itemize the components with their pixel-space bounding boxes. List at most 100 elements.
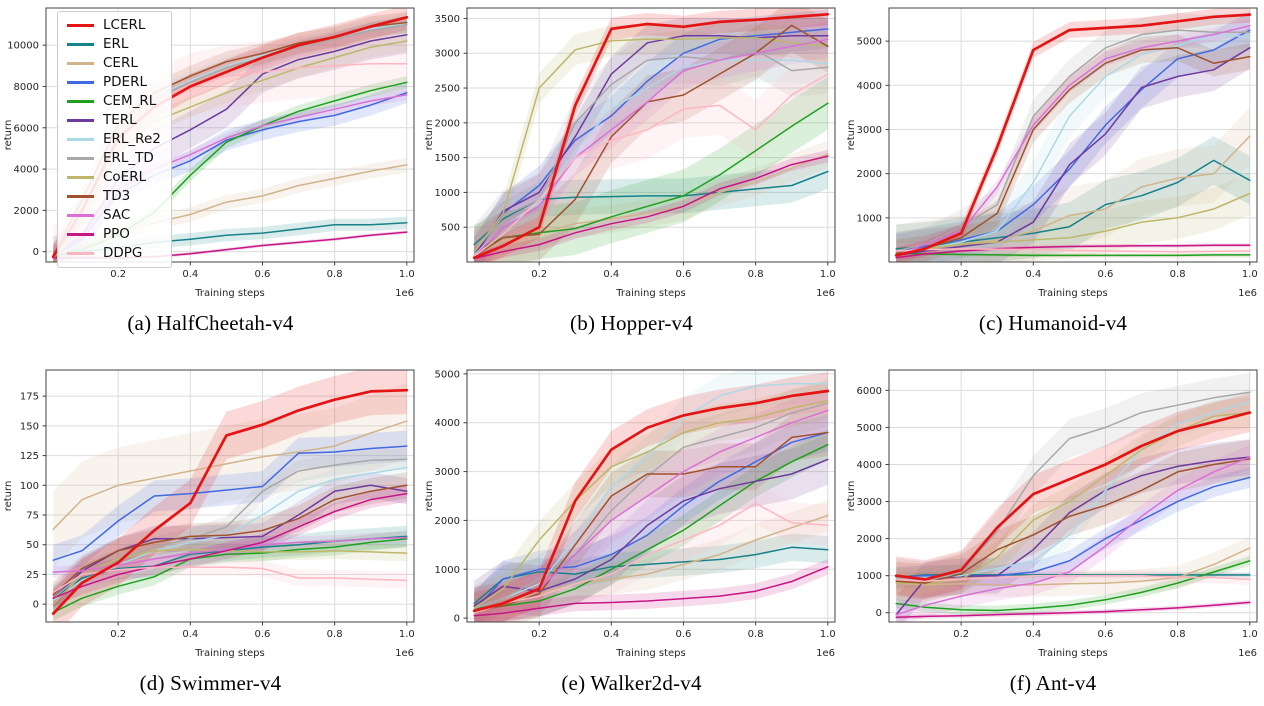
erl-td-line-swatch [67,157,94,160]
gridlines [467,8,835,262]
pderl-line-swatch [67,81,94,84]
band-ERL_TD [53,448,407,609]
caption-hopper: (b) Hopper-v4 [570,311,693,335]
line-ERL_TD [894,29,1251,252]
svg-text:0.8: 0.8 [1169,629,1185,640]
svg-text:0.4: 0.4 [1025,629,1041,640]
legend-entry-terl: TERL [67,111,161,130]
line-LCERL [51,388,409,616]
x-axis-label: Training steps [1037,648,1107,659]
x-axis-label: Training steps [615,288,685,299]
svg-text:2000: 2000 [435,118,460,129]
line-CEM_RL [52,538,408,614]
subplot-ant: 0.2 0.4 0.6 0.8 1.0 0 1000 2000 3000 4000 5000 6000… [842,342,1264,706]
line-LCERL [894,411,1251,581]
legend-label: LCERL [103,17,146,33]
line-ERL [473,546,829,605]
line-SAC [52,536,408,573]
svg-text:0.6: 0.6 [1097,269,1113,280]
svg-text:100: 100 [20,481,39,492]
legend-entry-td3: TD3 [67,187,161,206]
y-axis-label: return [3,481,14,512]
svg-text:175: 175 [20,392,39,403]
plot-area-walker2d: 0.2 0.4 0.6 0.8 1.0 0 1000 2000 3000 4000 5000 Trai… [421,352,842,662]
svg-text:4000: 4000 [856,81,881,92]
band-TD3 [53,12,407,262]
svg-text:0.4: 0.4 [182,629,198,640]
svg-text:0.2: 0.2 [531,629,547,640]
line-LCERL [894,13,1251,257]
subplot-halfcheetah: 0.2 0.4 0.6 0.8 1.0 0 2000 4000 6000 8000 10000 Tra… [0,0,421,342]
axis-ticks: 0.2 0.4 0.6 0.8 1.0 0 1000 2000 3000 4000 5000 6000 [856,386,1257,640]
band-CEM_RL [474,76,828,262]
svg-text:0.6: 0.6 [676,629,692,640]
caption-walker2d: (e) Walker2d-v4 [561,671,702,695]
band-PDERL [895,11,1250,262]
subplot-swimmer: 0.2 0.4 0.6 0.8 1.0 0 25 50 75 100 125 150 175 Traini… [0,342,421,706]
legend-label: ERL_Re2 [103,131,161,147]
plot-border [45,7,415,263]
svg-text:10000: 10000 [7,41,39,52]
confidence-bands [895,373,1250,622]
ddpg-line-swatch [67,252,94,255]
legend-label: PPO [103,226,130,242]
svg-text:0.2: 0.2 [953,269,969,280]
svg-text:0.6: 0.6 [255,629,271,640]
band-ERL_Re2 [895,13,1250,262]
x-axis-label: Training steps [194,288,264,299]
y-axis-label: return [846,481,857,512]
plot-border [888,7,1257,263]
band-CERL [53,157,407,262]
line-PPO [894,601,1251,618]
plot-border [466,369,836,623]
svg-text:0.8: 0.8 [1169,269,1185,280]
line-DDPG [473,502,829,614]
legend-entry-ddpg: DDPG [67,244,161,263]
subplot-humanoid: 0.2 0.4 0.6 0.8 1.0 1000 2000 3000 4000 5000 Train… [842,0,1264,342]
legend-box: LCERL ERL CERL PDERL CEM_RL TERL ERL_Re2… [57,11,172,268]
svg-text:0.8: 0.8 [748,269,764,280]
line-PDERL [473,431,829,612]
subplot-hopper: 0.2 0.4 0.6 0.8 1.0 500 1000 1500 2000 2500 3000 35… [421,0,842,342]
series-lines [894,13,1251,259]
band-PPO [895,243,1250,260]
band-PPO [474,559,828,622]
line-DDPG [52,566,408,594]
terl-line-swatch [67,119,94,122]
caption-halfcheetah: (a) HalfCheetah-v4 [127,311,294,335]
line-PDERL [52,445,408,561]
svg-text:0.2: 0.2 [110,629,126,640]
svg-text:2000: 2000 [856,169,881,180]
line-ERL_Re2 [894,33,1251,254]
band-CERL [895,536,1250,597]
ppo-line-swatch [67,233,94,236]
svg-text:2000: 2000 [435,516,460,527]
legend-entry-pderl: PDERL [67,73,161,92]
svg-text:3000: 3000 [435,467,460,478]
svg-text:4000: 4000 [856,460,881,471]
series-lines [51,388,409,616]
band-CEM_RL [474,429,828,622]
band-PDERL [53,82,407,262]
svg-text:125: 125 [20,451,39,462]
svg-text:25: 25 [26,570,39,581]
lcerl-line-swatch [67,23,94,28]
series-lines [472,382,830,617]
coerl-line-swatch [67,176,94,179]
svg-text:6000: 6000 [14,123,39,134]
svg-text:500: 500 [441,223,460,234]
chart-canvas-humanoid: 0.2 0.4 0.6 0.8 1.0 1000 2000 3000 4000 5000 Train… [846,7,1257,299]
line-DDPG [473,73,829,258]
legend-entry-erl-td: ERL_TD [67,149,161,168]
svg-text:1000: 1000 [856,571,881,582]
axis-ticks: 0.2 0.4 0.6 0.8 1.0 1000 2000 3000 4000 5000 [856,37,1257,280]
line-CEM_RL [894,560,1251,612]
line-PPO [52,492,408,599]
legend-entry-ppo: PPO [67,225,161,244]
line-PDERL [473,28,829,258]
band-ERL [53,216,407,262]
plot-area-swimmer: 0.2 0.4 0.6 0.8 1.0 0 25 50 75 100 125 150 175 Traini… [0,352,421,662]
axis-ticks: 0.2 0.4 0.6 0.8 1.0 0 1000 2000 3000 4000 5000 [435,369,836,640]
svg-text:3500: 3500 [435,14,460,25]
